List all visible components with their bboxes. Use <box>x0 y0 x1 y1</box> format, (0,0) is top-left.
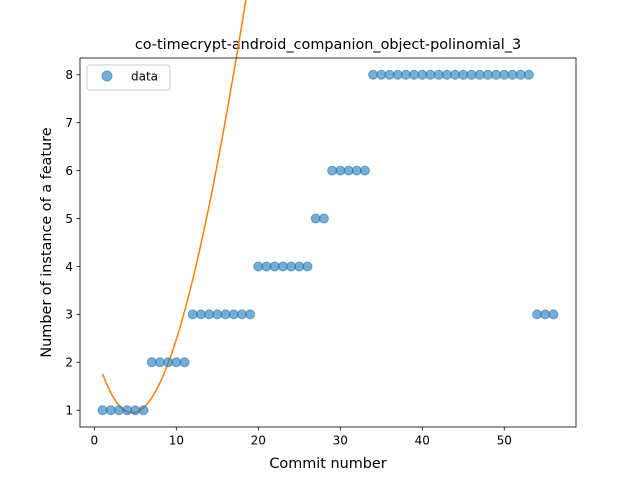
data-point <box>523 69 534 80</box>
y-tick-label: 8 <box>65 68 73 82</box>
data-point <box>236 309 247 320</box>
data-point <box>343 165 354 176</box>
y-tick-label: 5 <box>65 212 73 226</box>
y-tick-label: 2 <box>65 356 73 370</box>
data-point <box>245 309 256 320</box>
data-point <box>220 309 231 320</box>
data-point <box>458 69 469 80</box>
chart-title: co-timecrypt-android_companion_object-po… <box>135 37 521 53</box>
data-point <box>302 261 313 272</box>
data-point <box>269 261 280 272</box>
fit-line <box>101 0 247 414</box>
x-tick-label: 50 <box>497 434 512 448</box>
axes-frame <box>79 57 577 428</box>
data-point <box>228 309 239 320</box>
data-point <box>154 357 165 368</box>
data-point <box>146 357 157 368</box>
x-tick-label: 10 <box>169 434 184 448</box>
data-point <box>294 261 305 272</box>
data-point <box>261 261 272 272</box>
data-point <box>532 309 543 320</box>
data-point <box>195 309 206 320</box>
data-point <box>351 165 362 176</box>
data-point <box>540 309 551 320</box>
data-point <box>187 309 198 320</box>
y-tick-label: 3 <box>65 308 73 322</box>
data-point <box>499 69 510 80</box>
x-axis-ticks: 0 10 20 30 40 50 <box>91 427 512 448</box>
data-point <box>97 405 108 416</box>
x-tick-label: 20 <box>251 434 266 448</box>
data-point <box>359 165 370 176</box>
x-axis-label: Commit number <box>269 456 386 472</box>
legend-marker-data <box>101 70 113 82</box>
y-tick-label: 6 <box>65 164 73 178</box>
data-point <box>171 357 182 368</box>
x-tick-label: 0 <box>91 434 99 448</box>
data-point <box>122 405 133 416</box>
data-point <box>548 309 559 320</box>
y-axis-label: Number of instance of a feature <box>39 127 55 357</box>
data-point <box>417 69 428 80</box>
data-point <box>286 261 297 272</box>
data-point <box>400 69 411 80</box>
data-point <box>277 261 288 272</box>
data-point <box>441 69 452 80</box>
data-point <box>376 69 387 80</box>
data-point <box>491 69 502 80</box>
data-point <box>466 69 477 80</box>
plot-area: 0 10 20 30 40 50 1 2 3 4 5 6 7 8 <box>65 0 577 448</box>
y-tick-label: 7 <box>65 116 73 130</box>
axes-background <box>80 58 576 427</box>
data-point <box>433 69 444 80</box>
data-point <box>204 309 215 320</box>
legend: data <box>86 64 171 91</box>
data-point <box>409 69 420 80</box>
data-point <box>507 69 518 80</box>
data-point <box>515 69 526 80</box>
data-point <box>212 309 223 320</box>
data-point <box>327 165 338 176</box>
data-point <box>130 405 141 416</box>
data-point <box>425 69 436 80</box>
data-point <box>474 69 485 80</box>
data-point <box>179 357 190 368</box>
data-point <box>163 357 174 368</box>
data-point <box>368 69 379 80</box>
y-tick-label: 4 <box>65 260 73 274</box>
fit-line-layer <box>101 0 247 414</box>
x-tick-label: 30 <box>333 434 348 448</box>
legend-label-data: data <box>131 70 158 84</box>
x-tick-label: 40 <box>415 434 430 448</box>
data-point <box>384 69 395 80</box>
data-points-layer <box>97 69 559 416</box>
data-point <box>335 165 346 176</box>
data-point <box>482 69 493 80</box>
data-point <box>318 213 329 224</box>
data-point <box>450 69 461 80</box>
y-axis-ticks: 1 2 3 4 5 6 7 8 <box>65 68 80 418</box>
y-tick-label: 1 <box>65 404 73 418</box>
data-point <box>253 261 264 272</box>
data-point <box>105 405 116 416</box>
data-point <box>310 213 321 224</box>
data-point <box>392 69 403 80</box>
data-point <box>113 405 124 416</box>
data-point <box>138 405 149 416</box>
